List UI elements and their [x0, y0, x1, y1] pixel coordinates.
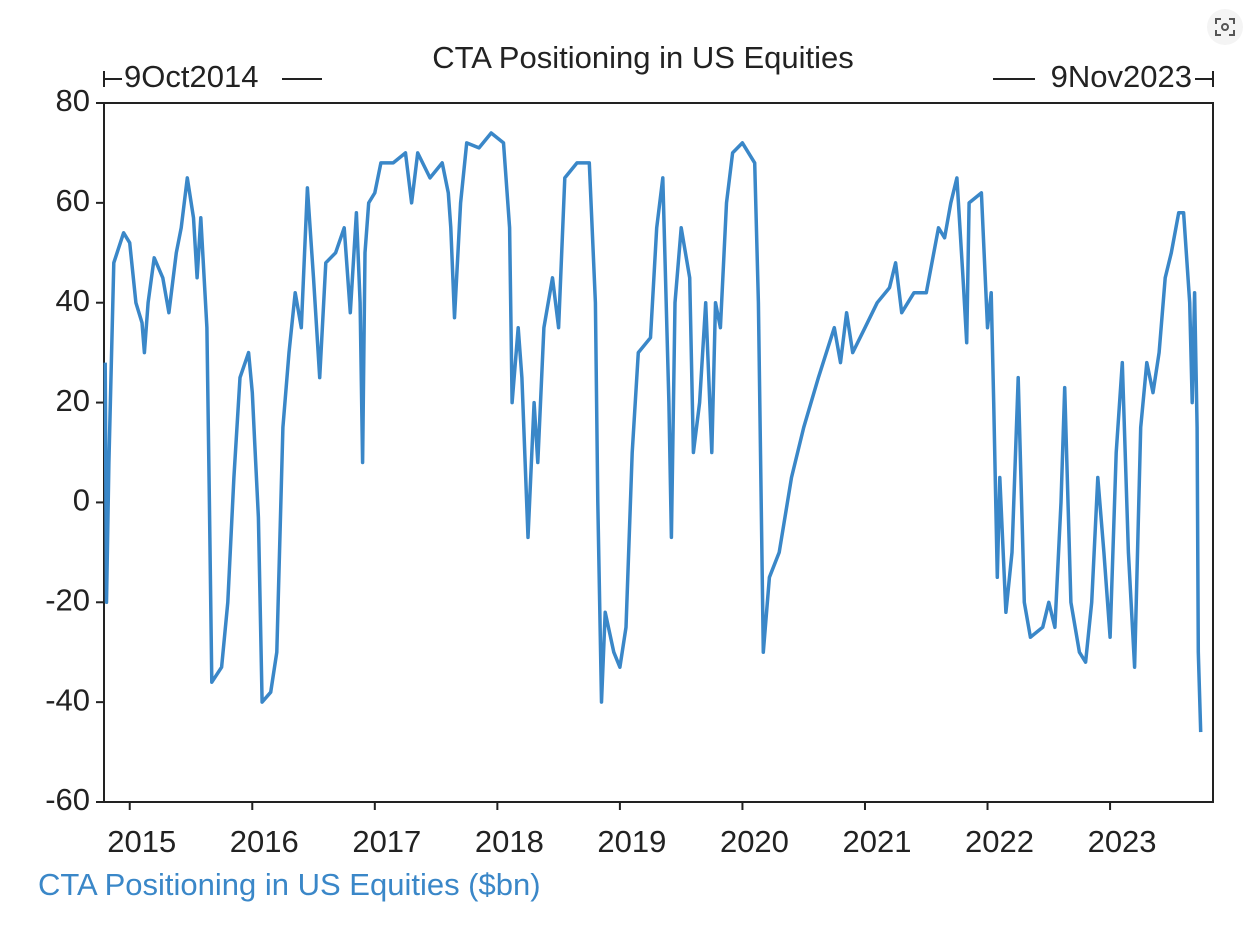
- y-tick-label: 40: [56, 283, 90, 318]
- y-tick-label: 60: [56, 183, 90, 218]
- series-line: [103, 131, 1203, 733]
- x-tick-label: 2018: [475, 824, 544, 859]
- expand-icon[interactable]: [1207, 9, 1243, 45]
- x-tick-label: 2019: [597, 824, 666, 859]
- x-tick-label: 2015: [107, 824, 176, 859]
- icon-frame[interactable]: [1215, 18, 1235, 36]
- x-tick-label: 2022: [965, 824, 1034, 859]
- y-tick-label: 20: [56, 383, 90, 418]
- y-tick-label: -20: [45, 582, 90, 617]
- y-tick-label: -40: [45, 682, 90, 717]
- range-start: 9Oct2014: [124, 59, 258, 94]
- icon-dot[interactable]: [1221, 23, 1229, 31]
- y-tick-label: 80: [56, 83, 90, 118]
- x-tick-label: 2020: [720, 824, 789, 859]
- legend-label: CTA Positioning in US Equities ($bn): [38, 867, 541, 902]
- range-end-bracket: [993, 71, 1214, 87]
- x-tick-label: 2023: [1088, 824, 1157, 859]
- x-tick-label: 2016: [230, 824, 299, 859]
- range-start-bracket: [103, 71, 322, 87]
- chart-title: CTA Positioning in US Equities: [432, 40, 854, 75]
- icon-bg[interactable]: [1207, 9, 1243, 45]
- range-end: 9Nov2023: [1051, 59, 1192, 94]
- x-tick-label: 2017: [352, 824, 421, 859]
- y-tick-label: -60: [45, 782, 90, 817]
- x-tick-label: 2021: [842, 824, 911, 859]
- y-tick-label: 0: [73, 483, 90, 518]
